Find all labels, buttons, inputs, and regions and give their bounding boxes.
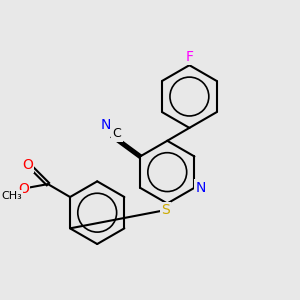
Text: S: S	[161, 203, 170, 217]
Text: N: N	[100, 118, 111, 132]
Text: F: F	[185, 50, 194, 64]
Text: C: C	[112, 128, 121, 140]
Text: O: O	[18, 182, 29, 196]
Text: O: O	[22, 158, 33, 172]
Text: N: N	[196, 181, 206, 195]
Text: CH₃: CH₃	[2, 191, 22, 201]
